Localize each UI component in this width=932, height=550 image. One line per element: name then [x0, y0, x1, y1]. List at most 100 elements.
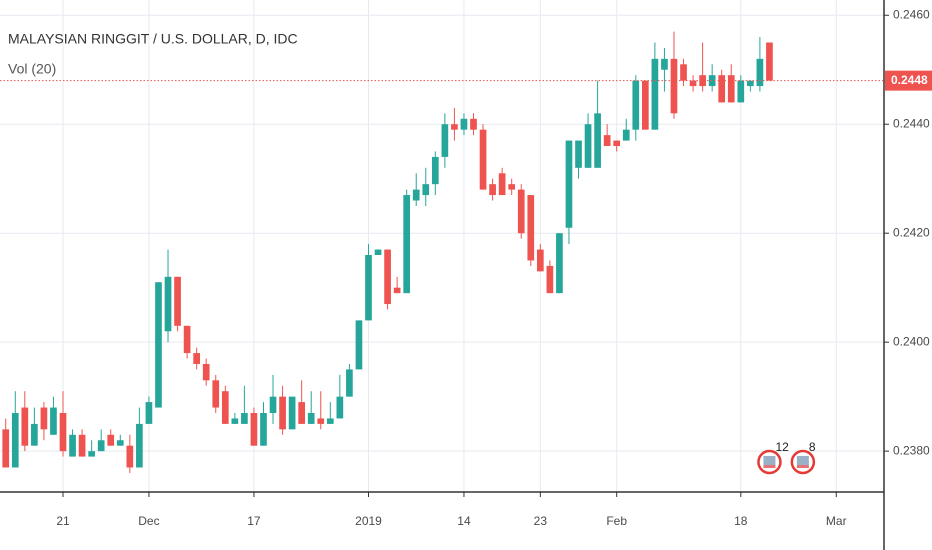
candle-body [603, 135, 611, 147]
candle-body [326, 418, 334, 424]
candle-body [384, 249, 391, 305]
candle-body [689, 80, 697, 87]
event-flag-stripe [796, 465, 809, 468]
candle-body [155, 282, 162, 408]
candle-body [288, 396, 296, 430]
candle-body [718, 75, 726, 103]
event-flag-stripe [763, 465, 776, 468]
candle-body [766, 42, 773, 81]
y-tick-label: 0.2420 [893, 225, 930, 239]
candle-body [527, 195, 535, 261]
candle-body [374, 249, 382, 255]
candle-body [575, 140, 582, 168]
candle-body [613, 140, 621, 147]
candle-body [460, 118, 468, 130]
candle-body [622, 129, 630, 141]
candle-body [641, 80, 649, 130]
y-tick-label: 0.2440 [893, 116, 930, 130]
candle-body [517, 189, 525, 234]
candle-body [69, 434, 76, 457]
candle-body [479, 129, 487, 190]
candle-body [260, 412, 267, 446]
candle-body [431, 156, 439, 185]
candle-body [403, 195, 411, 294]
candle-body [136, 423, 143, 468]
candle-body [708, 75, 716, 87]
y-tick-label: 0.2380 [893, 443, 930, 457]
last-price-box [885, 70, 932, 91]
x-tick-label: 18 [734, 514, 748, 528]
event-count: 8 [809, 440, 816, 454]
candle-body [269, 396, 277, 413]
candle-body [365, 254, 372, 321]
candle-body [498, 173, 506, 196]
candle-body [78, 434, 86, 457]
candle-body [451, 124, 458, 130]
candle-body [346, 369, 353, 397]
candle-body [727, 75, 735, 103]
candle-body [632, 80, 640, 130]
candle-body [31, 423, 38, 446]
candle-body [489, 184, 496, 196]
x-tick-label: 17 [247, 514, 261, 528]
candle-body [11, 412, 19, 468]
candle-body [355, 320, 363, 370]
y-tick-label: 0.2460 [893, 7, 930, 21]
candle-body [2, 429, 10, 468]
x-tick-label: 2019 [355, 514, 382, 528]
candle-body [145, 402, 153, 424]
candle-body [393, 287, 401, 294]
x-tick-label: Feb [606, 514, 627, 528]
candle-body [508, 184, 516, 190]
candle-body [737, 80, 745, 103]
candle-body [565, 140, 573, 228]
candle-body [594, 113, 601, 168]
event-flag [796, 456, 809, 465]
x-tick-label: 21 [56, 514, 70, 528]
candle-body [651, 58, 659, 130]
x-tick-label: Mar [826, 514, 847, 528]
candle-body [174, 276, 181, 326]
last-price-label: 0.2448 [891, 73, 928, 87]
candle-body [40, 407, 48, 430]
candle-body [126, 445, 134, 468]
candle-body [422, 184, 430, 196]
candle-body [221, 391, 229, 424]
candle-body [231, 418, 239, 424]
candle-body [470, 118, 477, 130]
candle-body [756, 58, 764, 87]
candle-body [661, 58, 668, 70]
candle-body [699, 75, 706, 87]
candle-body [747, 80, 754, 87]
indicator-label: Vol (20) [8, 61, 56, 77]
y-tick-label: 0.2400 [893, 334, 930, 348]
candle-body [670, 58, 678, 114]
candle-body [317, 418, 325, 424]
candle-body [279, 396, 286, 430]
candle-body [116, 440, 124, 446]
x-tick-label: 14 [457, 514, 471, 528]
candle-body [536, 249, 544, 272]
event-count: 12 [775, 440, 789, 454]
candle-body [50, 407, 57, 435]
candle-body [680, 64, 687, 81]
candle-body [441, 124, 449, 157]
candle-body [241, 412, 248, 424]
candle-body [298, 402, 306, 424]
candle-body [21, 407, 29, 446]
candle-body [307, 412, 315, 424]
candle-body [212, 380, 220, 408]
candle-body [546, 265, 554, 294]
candle-body [97, 440, 105, 452]
candle-body [59, 412, 67, 452]
candle-body [336, 396, 344, 419]
candle-body [584, 124, 592, 168]
x-tick-label: Dec [138, 514, 159, 528]
candle-body [164, 276, 172, 332]
event-flag [763, 456, 776, 465]
candle-body [193, 353, 200, 364]
candle-body [183, 325, 191, 354]
x-tick-label: 23 [534, 514, 548, 528]
candle-body [556, 233, 563, 294]
